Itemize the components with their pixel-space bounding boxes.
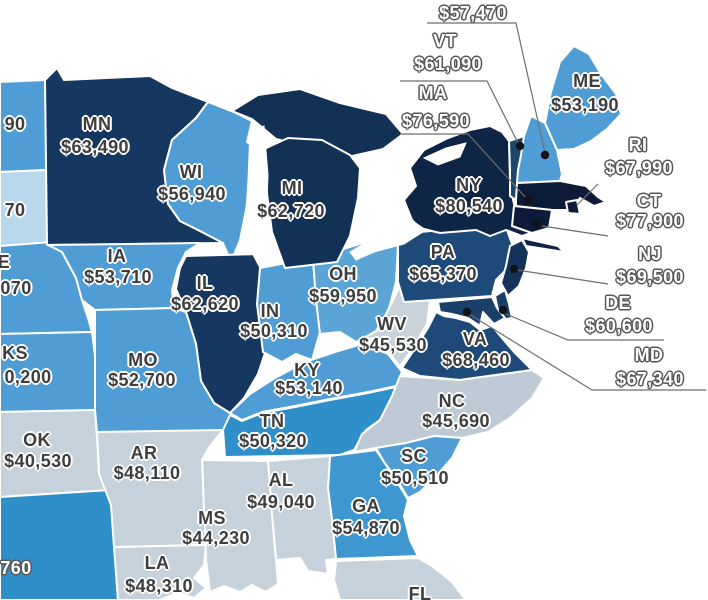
leader-line-ct — [541, 225, 609, 237]
lake-michigan — [243, 125, 279, 269]
state-ok[interactable] — [0, 409, 111, 498]
leader-line-nh — [427, 22, 546, 154]
state-ks[interactable] — [0, 331, 96, 413]
state-ri[interactable] — [565, 199, 581, 215]
leader-line-nj — [516, 269, 609, 285]
state-mo[interactable] — [94, 307, 233, 433]
state-la[interactable] — [113, 544, 207, 600]
anchor-dot-nh — [540, 150, 550, 160]
state-nd[interactable] — [0, 79, 48, 173]
anchor-dot-vt — [515, 141, 525, 151]
state-ar[interactable] — [96, 429, 224, 548]
lake-erie — [349, 221, 427, 261]
leader-line-md — [468, 313, 706, 391]
state-md[interactable] — [437, 296, 506, 327]
state-al[interactable] — [267, 455, 337, 575]
state-me[interactable] — [544, 45, 622, 151]
state-va[interactable] — [401, 311, 533, 381]
anchor-dot-md — [462, 307, 472, 317]
anchor-dot-nj — [509, 264, 519, 274]
leader-line-vt — [400, 80, 520, 146]
anchor-dot-ct — [532, 219, 542, 229]
state-ma[interactable] — [515, 180, 607, 211]
lake-ontario — [422, 142, 467, 166]
state-mi-lower-peninsula[interactable] — [261, 137, 361, 269]
state-ms[interactable] — [201, 459, 279, 593]
state-tx[interactable] — [0, 489, 119, 600]
state-sd[interactable] — [0, 169, 53, 247]
anchor-dot-de — [498, 305, 508, 315]
anchor-dot-ma — [523, 195, 533, 205]
leader-line-ma — [400, 133, 528, 200]
state-mi-upper-peninsula[interactable] — [231, 88, 404, 158]
state-fl[interactable] — [333, 557, 471, 600]
leader-line-de — [505, 313, 664, 341]
state-ct[interactable] — [511, 205, 553, 234]
state-in[interactable] — [256, 257, 321, 363]
leader-line-ri — [576, 183, 599, 206]
